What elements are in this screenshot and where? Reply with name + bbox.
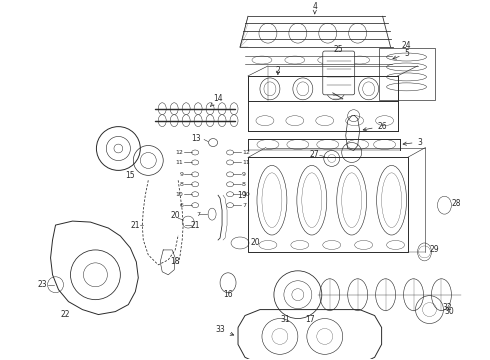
Ellipse shape	[206, 115, 214, 127]
Ellipse shape	[158, 115, 166, 127]
Text: 20: 20	[250, 238, 260, 247]
Ellipse shape	[230, 115, 238, 127]
Text: 17: 17	[305, 315, 315, 324]
Text: 16: 16	[223, 290, 233, 299]
Ellipse shape	[230, 103, 238, 115]
Ellipse shape	[208, 208, 216, 220]
Ellipse shape	[192, 182, 198, 187]
Ellipse shape	[170, 115, 178, 127]
Ellipse shape	[231, 237, 249, 249]
Text: 14: 14	[211, 94, 223, 106]
Text: 32: 32	[442, 303, 452, 312]
Ellipse shape	[209, 139, 218, 147]
Ellipse shape	[226, 160, 234, 165]
Text: 9: 9	[179, 172, 183, 177]
Ellipse shape	[226, 150, 234, 155]
Text: 5: 5	[393, 49, 410, 59]
Text: 25: 25	[334, 45, 343, 54]
Text: 18: 18	[171, 257, 180, 266]
Ellipse shape	[192, 172, 198, 177]
Text: 21: 21	[191, 221, 200, 230]
Ellipse shape	[182, 103, 190, 115]
Text: 8: 8	[179, 182, 183, 187]
Ellipse shape	[192, 150, 198, 155]
Text: 10: 10	[175, 192, 183, 197]
Ellipse shape	[220, 273, 236, 293]
Ellipse shape	[226, 192, 234, 197]
FancyBboxPatch shape	[379, 48, 436, 100]
Text: 12: 12	[175, 150, 183, 155]
Ellipse shape	[194, 103, 202, 115]
Ellipse shape	[218, 115, 226, 127]
Text: 12: 12	[242, 150, 250, 155]
Text: 11: 11	[242, 160, 250, 165]
Text: 23: 23	[38, 280, 48, 289]
Text: 4: 4	[312, 2, 317, 14]
Ellipse shape	[226, 182, 234, 187]
Ellipse shape	[438, 196, 451, 214]
Text: 6: 6	[179, 203, 183, 208]
Text: 3: 3	[403, 138, 422, 147]
Ellipse shape	[170, 103, 178, 115]
Text: 2: 2	[275, 67, 280, 76]
Ellipse shape	[194, 115, 202, 127]
Text: 28: 28	[452, 199, 461, 208]
Ellipse shape	[226, 172, 234, 177]
Text: 22: 22	[61, 310, 70, 319]
Text: 11: 11	[175, 160, 183, 165]
FancyBboxPatch shape	[323, 51, 355, 95]
Text: 27: 27	[310, 150, 319, 159]
Text: 30: 30	[444, 307, 454, 316]
Text: 29: 29	[430, 246, 439, 255]
Ellipse shape	[182, 115, 190, 127]
Text: 13: 13	[191, 134, 201, 143]
Text: 15: 15	[125, 171, 135, 180]
Text: 9: 9	[242, 172, 246, 177]
Text: 19: 19	[237, 191, 247, 200]
Ellipse shape	[192, 192, 198, 197]
Ellipse shape	[206, 103, 214, 115]
Text: 10: 10	[242, 192, 250, 197]
Text: 7: 7	[196, 212, 200, 217]
Ellipse shape	[158, 103, 166, 115]
Text: 26: 26	[363, 122, 387, 131]
Text: 33: 33	[0, 359, 1, 360]
Text: 8: 8	[242, 182, 246, 187]
Text: 31: 31	[280, 315, 290, 324]
Ellipse shape	[218, 103, 226, 115]
Text: 20: 20	[171, 211, 180, 220]
Ellipse shape	[192, 160, 198, 165]
Ellipse shape	[226, 203, 234, 208]
Ellipse shape	[192, 203, 198, 208]
Text: 24: 24	[402, 41, 411, 50]
Text: 7: 7	[242, 203, 246, 208]
Text: 21: 21	[130, 221, 140, 230]
Text: 33: 33	[215, 325, 234, 336]
